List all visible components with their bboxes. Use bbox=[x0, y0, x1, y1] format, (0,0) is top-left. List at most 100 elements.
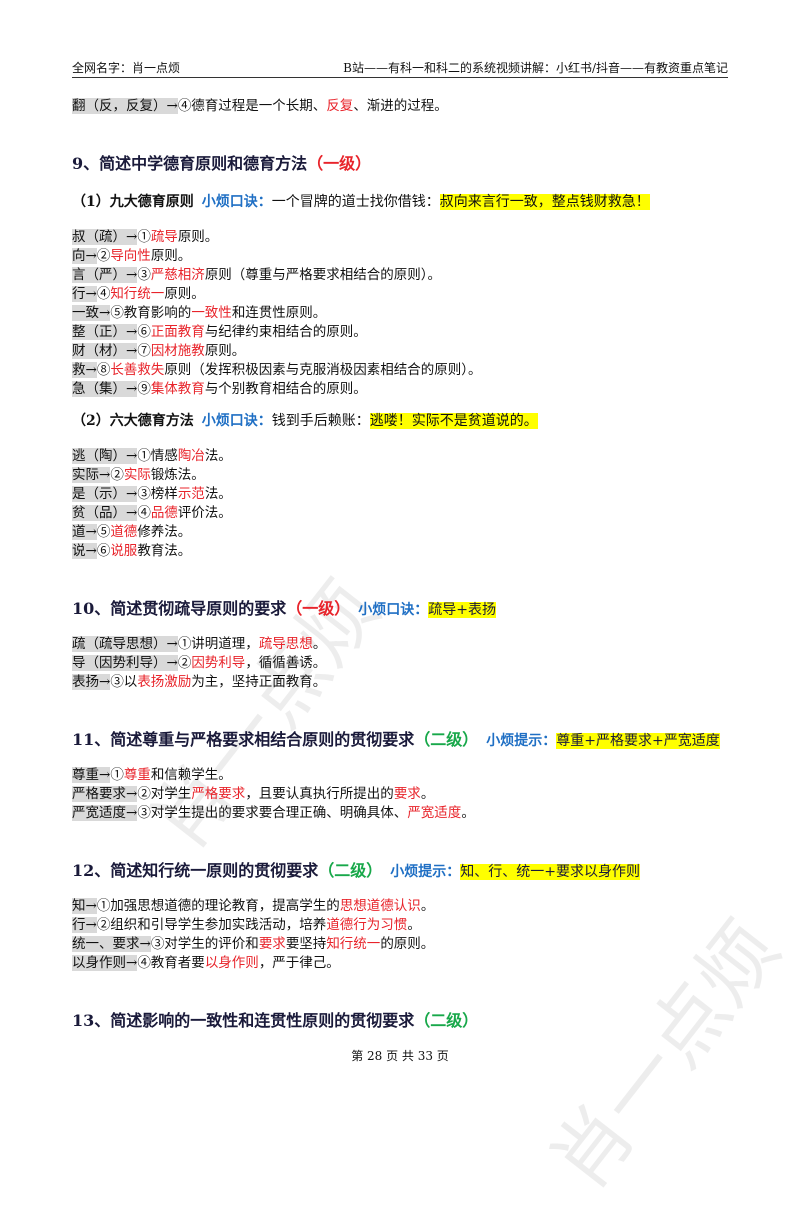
text-line: 统一、要求→③对学生的评价和要求要坚持知行统一的原则。 bbox=[72, 935, 740, 954]
text-run: 说服 bbox=[110, 543, 138, 559]
text-line: 实际→②实际锻炼法。 bbox=[72, 466, 740, 485]
text-run: 严慈相济 bbox=[150, 267, 205, 283]
text-run: 实际→ bbox=[72, 467, 111, 483]
text-line: 尊重→①尊重和信赖学生。 bbox=[72, 766, 740, 785]
text-run: 为主，坚持正面教育。 bbox=[191, 674, 327, 690]
text-run: 严宽适度 bbox=[407, 805, 462, 821]
text-run: 一个冒牌的道士找你借钱： bbox=[271, 194, 440, 210]
text-run: 的原则。 bbox=[380, 936, 435, 952]
text-run: 逃喽！实际不是贫道说的。 bbox=[369, 413, 538, 429]
text-run: 修养法。 bbox=[137, 524, 192, 540]
text-run: ④教育者要 bbox=[137, 955, 205, 971]
text-run: 表扬激励 bbox=[137, 674, 192, 690]
text-run: ① bbox=[110, 767, 124, 783]
text-run: 正面教育 bbox=[150, 324, 205, 340]
text-run: 叔向来言行一致，整点钱财救急！ bbox=[439, 194, 650, 210]
text-run: 道德 bbox=[110, 524, 138, 540]
text-run: 向→ bbox=[72, 248, 97, 264]
text-run: ，且要认真执行所提出的 bbox=[245, 786, 394, 802]
text-run: ①情感 bbox=[137, 448, 178, 464]
text-run: 小烦口诀： bbox=[201, 413, 272, 429]
text-run: ②组织和引导学生参加实践活动，培养 bbox=[96, 917, 327, 933]
text-run: ①讲明道理， bbox=[177, 636, 259, 652]
text-line: 一致→⑤教育影响的一致性和连贯性原则。 bbox=[72, 304, 740, 323]
text-run: 集体教育 bbox=[150, 381, 205, 397]
content: 翻（反，反复）→④德育过程是一个长期、反复、渐进的过程。 9、简述中学德育原则和德… bbox=[72, 97, 740, 1047]
text-run: 叔（疏）→ bbox=[72, 229, 138, 245]
text-run: 锻炼法。 bbox=[150, 467, 205, 483]
text-line: 道→⑤道德修养法。 bbox=[72, 523, 740, 542]
text-run: 12、简述知行统一原则的贯彻要求 bbox=[72, 861, 319, 880]
text-run: 严格要求→ bbox=[72, 786, 138, 802]
text-run: 原则。 bbox=[177, 229, 219, 245]
text-run: 。 bbox=[407, 917, 421, 933]
text-line: 严格要求→②对学生严格要求，且要认真执行所提出的要求。 bbox=[72, 785, 740, 804]
text-run: 要求 bbox=[258, 936, 286, 952]
text-run: 示范 bbox=[177, 486, 205, 502]
text-run: ，严于律己。 bbox=[258, 955, 340, 971]
text-run: 以身作则 bbox=[204, 955, 259, 971]
text-run: ④ bbox=[137, 505, 151, 521]
text-run: 与个别教育相结合的原则。 bbox=[204, 381, 367, 397]
text-run: 知→ bbox=[72, 898, 97, 914]
text-run: 和信赖学生。 bbox=[150, 767, 232, 783]
text-line: 逃（陶）→①情感陶冶法。 bbox=[72, 447, 740, 466]
text-run: 道→ bbox=[72, 524, 97, 540]
text-line: 表扬→③以表扬激励为主，坚持正面教育。 bbox=[72, 673, 740, 692]
text-run: 因势利导 bbox=[191, 655, 246, 671]
text-run: 知、行、统一+要求以身作则 bbox=[460, 864, 641, 880]
text-run: ④ bbox=[96, 286, 111, 302]
text-run: （1）九大德育原则 bbox=[72, 194, 194, 210]
page-footer: 第 28 页 共 33 页 bbox=[351, 1049, 449, 1063]
text-run: （二级） bbox=[414, 1011, 479, 1030]
text-run: 行→ bbox=[72, 917, 97, 933]
text-run: ①加强思想道德的理论教育，提高学生的 bbox=[96, 898, 340, 914]
text-run: 急（集）→ bbox=[72, 381, 138, 397]
text-run: 一致性 bbox=[191, 305, 232, 321]
text-run: 10、简述贯彻疏导原则的要求 bbox=[72, 599, 287, 618]
text-line: 言（严）→③严慈相济原则（尊重与严格要求相结合的原则）。 bbox=[72, 266, 740, 285]
header-left: 全网名字：肖一点烦 bbox=[72, 61, 181, 75]
text-run: 疏导+表扬 bbox=[428, 602, 497, 618]
text-line: 行→④知行统一原则。 bbox=[72, 285, 740, 304]
text-run: 行→ bbox=[72, 286, 97, 302]
text-line: 急（集）→⑨集体教育与个别教育相结合的原则。 bbox=[72, 380, 740, 399]
text-run: 。 bbox=[312, 636, 327, 652]
text-run: 知行统一 bbox=[110, 286, 165, 302]
text-line: 说→⑥说服教育法。 bbox=[72, 542, 740, 561]
text-run: ，循循善诱。 bbox=[245, 655, 327, 671]
text-run: （二级） bbox=[414, 730, 479, 749]
text-run: 财（材）→ bbox=[72, 343, 138, 359]
text-run: 小烦口诀： bbox=[201, 194, 272, 210]
text-run: ③ bbox=[137, 267, 151, 283]
text-run: 严宽适度→ bbox=[72, 805, 138, 821]
text-run: 9、简述中学德育原则和德育方法 bbox=[72, 154, 308, 173]
text-run: 法。 bbox=[204, 486, 232, 502]
text-run: ⑧ bbox=[96, 362, 111, 378]
text-run: （2）六大德育方法 bbox=[72, 413, 194, 429]
text-run: 统一、要求→ bbox=[72, 936, 151, 952]
text-run: 与纪律约束相结合的原则。 bbox=[204, 324, 367, 340]
text-run: 教育法。 bbox=[137, 543, 192, 559]
text-line: 翻（反，反复）→④德育过程是一个长期、反复、渐进的过程。 bbox=[72, 97, 740, 116]
text-run: 严格要求 bbox=[191, 786, 246, 802]
text-run: 钱到手后赖账： bbox=[271, 413, 370, 429]
text-run: 是（示）→ bbox=[72, 486, 138, 502]
text-run: 翻（反，反复）→ bbox=[72, 98, 178, 114]
sub: （1）九大德育原则 小烦口诀：一个冒牌的道士找你借钱：叔向来言行一致，整点钱财救急… bbox=[72, 190, 740, 214]
text-run: 11、简述尊重与严格要求相结合原则的贯彻要求 bbox=[72, 730, 415, 749]
heading: 13、简述影响的一致性和连贯性原则的贯彻要求（二级） bbox=[72, 1009, 740, 1033]
text-line: 行→②组织和引导学生参加实践活动，培养道德行为习惯。 bbox=[72, 916, 740, 935]
text-run: 疏（疏导思想）→ bbox=[72, 636, 178, 652]
text-run: 因材施教 bbox=[150, 343, 205, 359]
text-run: ⑦ bbox=[137, 343, 151, 359]
text-run: 要求 bbox=[393, 786, 421, 802]
text-run: 导向性 bbox=[110, 248, 151, 264]
text-run: 救→ bbox=[72, 362, 97, 378]
text-run: 疏导 bbox=[150, 229, 178, 245]
heading: 12、简述知行统一原则的贯彻要求（二级） 小烦提示：知、行、统一+要求以身作则 bbox=[72, 859, 740, 883]
text-line: 知→①加强思想道德的理论教育，提高学生的思想道德认识。 bbox=[72, 897, 740, 916]
text-run: 要坚持 bbox=[285, 936, 327, 952]
text-run: ① bbox=[137, 229, 151, 245]
sub: （2）六大德育方法 小烦口诀：钱到手后赖账：逃喽！实际不是贫道说的。 bbox=[72, 409, 740, 433]
